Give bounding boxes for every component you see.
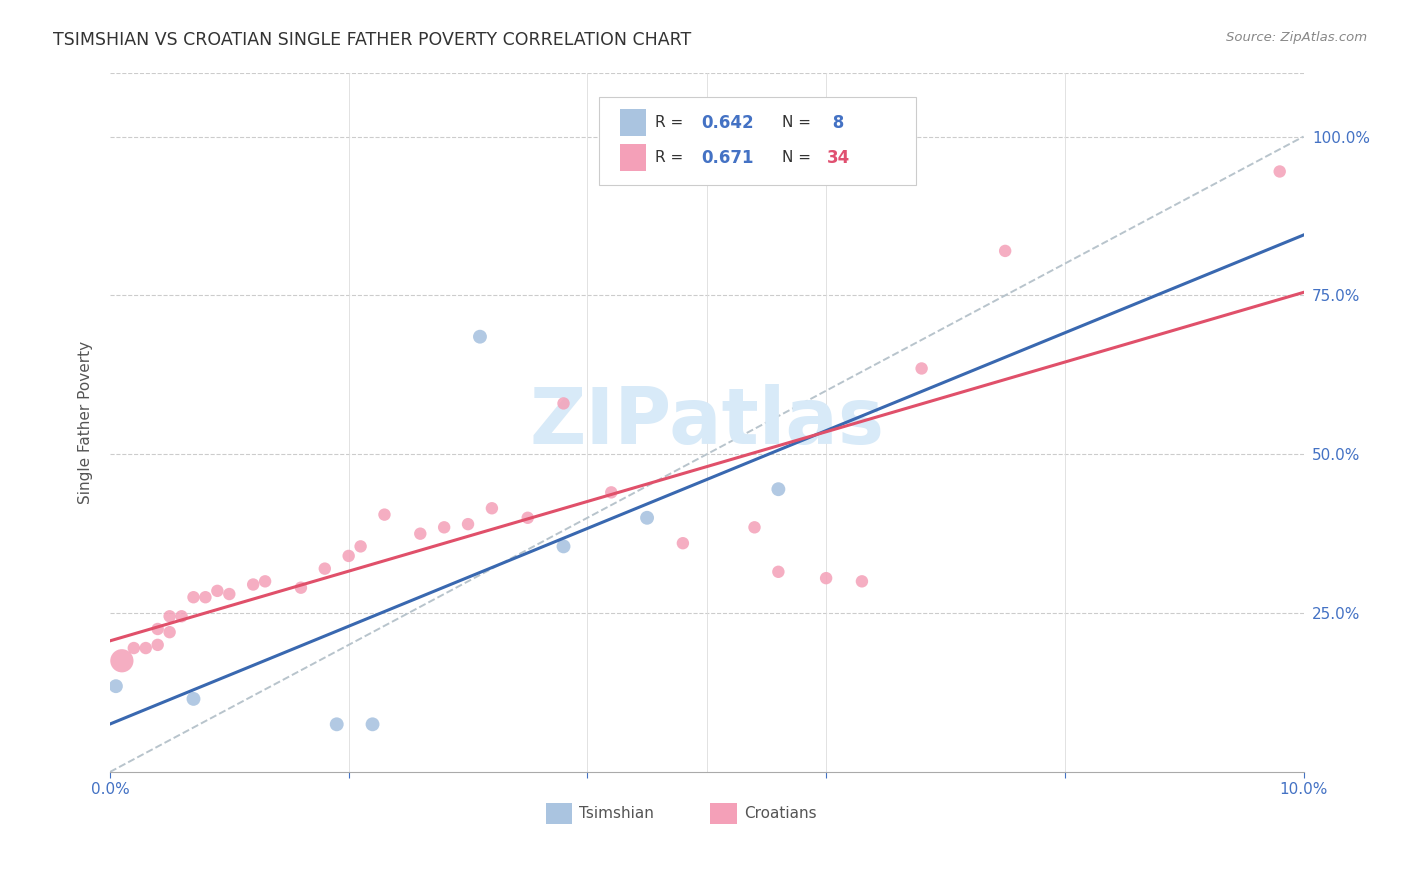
Text: Tsimshian: Tsimshian <box>579 806 654 822</box>
Point <box>553 396 575 410</box>
Point <box>994 244 1017 258</box>
Point <box>373 508 395 522</box>
Point <box>314 561 336 575</box>
Point <box>146 622 169 636</box>
FancyBboxPatch shape <box>620 110 645 136</box>
Point <box>744 520 766 534</box>
FancyBboxPatch shape <box>620 145 645 171</box>
Text: 0.642: 0.642 <box>700 113 754 132</box>
Point <box>600 485 623 500</box>
Point <box>481 501 503 516</box>
Point <box>254 574 277 589</box>
Point <box>194 591 217 605</box>
Point <box>409 526 432 541</box>
Point <box>122 641 145 656</box>
Point <box>207 583 229 598</box>
Point <box>468 329 491 343</box>
Point <box>516 510 538 524</box>
Text: 0.671: 0.671 <box>700 149 754 167</box>
Point <box>768 565 790 579</box>
Point <box>433 520 456 534</box>
Point <box>361 717 384 731</box>
Point <box>146 638 169 652</box>
Point <box>672 536 695 550</box>
Point <box>290 581 312 595</box>
Point <box>349 540 371 554</box>
Point <box>910 361 932 376</box>
Point <box>242 577 264 591</box>
Y-axis label: Single Father Poverty: Single Father Poverty <box>79 341 93 504</box>
Point <box>337 549 360 563</box>
Point <box>1268 164 1291 178</box>
Text: Source: ZipAtlas.com: Source: ZipAtlas.com <box>1226 31 1367 45</box>
Point <box>218 587 240 601</box>
FancyBboxPatch shape <box>710 804 737 824</box>
Point <box>111 654 134 668</box>
Point <box>159 609 181 624</box>
Point <box>104 679 127 693</box>
FancyBboxPatch shape <box>546 804 572 824</box>
FancyBboxPatch shape <box>599 97 915 185</box>
Point <box>553 540 575 554</box>
Text: N =: N = <box>782 150 815 165</box>
Point <box>636 510 658 524</box>
Point <box>457 517 479 532</box>
Point <box>170 609 193 624</box>
Point <box>325 717 347 731</box>
Text: R =: R = <box>655 115 689 130</box>
Point <box>851 574 873 589</box>
Point <box>135 641 157 656</box>
Text: R =: R = <box>655 150 689 165</box>
Text: Croatians: Croatians <box>744 806 817 822</box>
Text: TSIMSHIAN VS CROATIAN SINGLE FATHER POVERTY CORRELATION CHART: TSIMSHIAN VS CROATIAN SINGLE FATHER POVE… <box>53 31 692 49</box>
Point <box>815 571 838 585</box>
Point <box>768 482 790 496</box>
Text: 34: 34 <box>827 149 851 167</box>
Point <box>183 692 205 706</box>
Text: ZIPatlas: ZIPatlas <box>529 384 884 460</box>
Point <box>183 591 205 605</box>
Text: 8: 8 <box>827 113 845 132</box>
Text: N =: N = <box>782 115 815 130</box>
Point <box>159 625 181 640</box>
